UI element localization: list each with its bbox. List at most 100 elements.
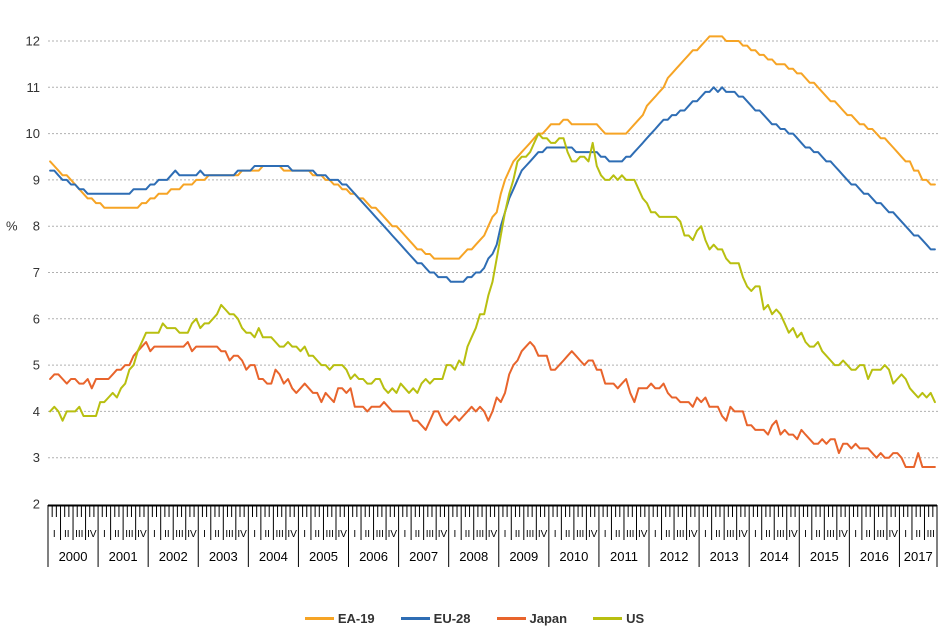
y-axis-unit-label: % — [6, 219, 18, 234]
quarter-label: III — [175, 529, 183, 540]
y-axis-tick-label-9: 9 — [33, 172, 40, 187]
legend-item-japan[interactable]: Japan — [496, 611, 568, 626]
year-label-2015: 2015 — [810, 549, 839, 564]
quarter-label: I — [403, 529, 406, 540]
quarter-label: IV — [688, 529, 698, 540]
quarter-label: III — [75, 529, 83, 540]
quarter-label: III — [826, 529, 834, 540]
year-label-2002: 2002 — [159, 549, 188, 564]
quarter-label: IV — [588, 529, 598, 540]
quarter-label: IV — [738, 529, 748, 540]
quarter-label: II — [815, 529, 821, 540]
quarter-label: II — [765, 529, 771, 540]
quarter-label: II — [64, 529, 70, 540]
quarter-label: IV — [488, 529, 498, 540]
quarter-label: IV — [87, 529, 97, 540]
quarter-label: IV — [338, 529, 348, 540]
quarter-label: IV — [888, 529, 898, 540]
year-label-2006: 2006 — [359, 549, 388, 564]
quarter-label: I — [804, 529, 807, 540]
legend-item-us[interactable]: US — [593, 611, 644, 626]
quarter-label: III — [326, 529, 334, 540]
quarter-label: II — [865, 529, 871, 540]
year-label-2011: 2011 — [610, 549, 638, 564]
year-label-2010: 2010 — [559, 549, 588, 564]
quarter-label: III — [776, 529, 784, 540]
legend-label-ea-19: EA-19 — [337, 611, 375, 626]
quarter-label: IV — [287, 529, 297, 540]
quarter-label: III — [275, 529, 283, 540]
quarter-label: I — [754, 529, 757, 540]
series-line-japan — [49, 341, 936, 468]
quarter-label: I — [704, 529, 707, 540]
quarter-label: III — [376, 529, 384, 540]
quarter-label: III — [626, 529, 634, 540]
quarter-label: IV — [137, 529, 147, 540]
quarter-label: II — [665, 529, 671, 540]
quarter-label: III — [927, 529, 935, 540]
quarter-label: IV — [638, 529, 648, 540]
quarter-label: III — [726, 529, 734, 540]
year-label-2014: 2014 — [760, 549, 789, 564]
chart-legend: EA-19 EU-28 Japan US — [0, 611, 949, 626]
quarter-label: III — [876, 529, 884, 540]
quarter-label: I — [253, 529, 256, 540]
quarter-label: I — [153, 529, 156, 540]
y-axis-tick-label-6: 6 — [33, 311, 40, 326]
legend-swatch-us — [593, 617, 623, 620]
y-axis-tick-label-12: 12 — [26, 34, 40, 49]
quarter-label: II — [114, 529, 120, 540]
legend-label-eu-28: EU-28 — [433, 611, 471, 626]
year-label-2003: 2003 — [209, 549, 238, 564]
y-axis-tick-label-10: 10 — [26, 126, 40, 141]
y-axis-tick-label-11: 11 — [27, 80, 41, 95]
quarter-label: II — [214, 529, 220, 540]
year-label-2005: 2005 — [309, 549, 338, 564]
quarter-label: I — [654, 529, 657, 540]
quarter-label: I — [604, 529, 607, 540]
year-label-2009: 2009 — [509, 549, 538, 564]
series-line-us — [49, 132, 936, 422]
quarter-label: IV — [788, 529, 798, 540]
y-axis-tick-label-2: 2 — [33, 497, 40, 512]
quarter-label: II — [915, 529, 921, 540]
quarter-label: IV — [388, 529, 398, 540]
quarter-label: II — [515, 529, 521, 540]
quarter-label: II — [715, 529, 721, 540]
quarter-label: I — [53, 529, 56, 540]
quarter-label: II — [365, 529, 371, 540]
series-line-ea-19 — [49, 35, 936, 260]
legend-item-ea-19[interactable]: EA-19 — [304, 611, 375, 626]
series-line-eu-28 — [49, 86, 936, 283]
quarter-label: II — [565, 529, 571, 540]
y-axis-tick-label-4: 4 — [33, 404, 40, 419]
year-label-2000: 2000 — [59, 549, 88, 564]
quarter-label: I — [554, 529, 557, 540]
quarter-label: IV — [237, 529, 247, 540]
y-axis-tick-label-7: 7 — [33, 265, 40, 280]
quarter-label: II — [615, 529, 621, 540]
year-label-2016: 2016 — [860, 549, 889, 564]
quarter-label: III — [225, 529, 233, 540]
y-axis-tick-label-3: 3 — [33, 450, 40, 465]
legend-item-eu-28[interactable]: EU-28 — [400, 611, 471, 626]
quarter-label: I — [103, 529, 106, 540]
quarter-label: III — [125, 529, 133, 540]
year-label-2008: 2008 — [459, 549, 488, 564]
legend-label-japan: Japan — [529, 611, 568, 626]
quarter-label: III — [676, 529, 684, 540]
year-label-2004: 2004 — [259, 549, 288, 564]
legend-swatch-ea-19 — [304, 617, 334, 620]
quarter-label: II — [415, 529, 421, 540]
quarter-label: III — [576, 529, 584, 540]
quarter-label: I — [203, 529, 206, 540]
year-label-2007: 2007 — [409, 549, 438, 564]
quarter-label: IV — [187, 529, 197, 540]
quarter-label: I — [303, 529, 306, 540]
legend-swatch-eu-28 — [400, 617, 430, 620]
quarter-label: II — [264, 529, 270, 540]
quarter-label: IV — [538, 529, 548, 540]
year-label-2013: 2013 — [710, 549, 739, 564]
